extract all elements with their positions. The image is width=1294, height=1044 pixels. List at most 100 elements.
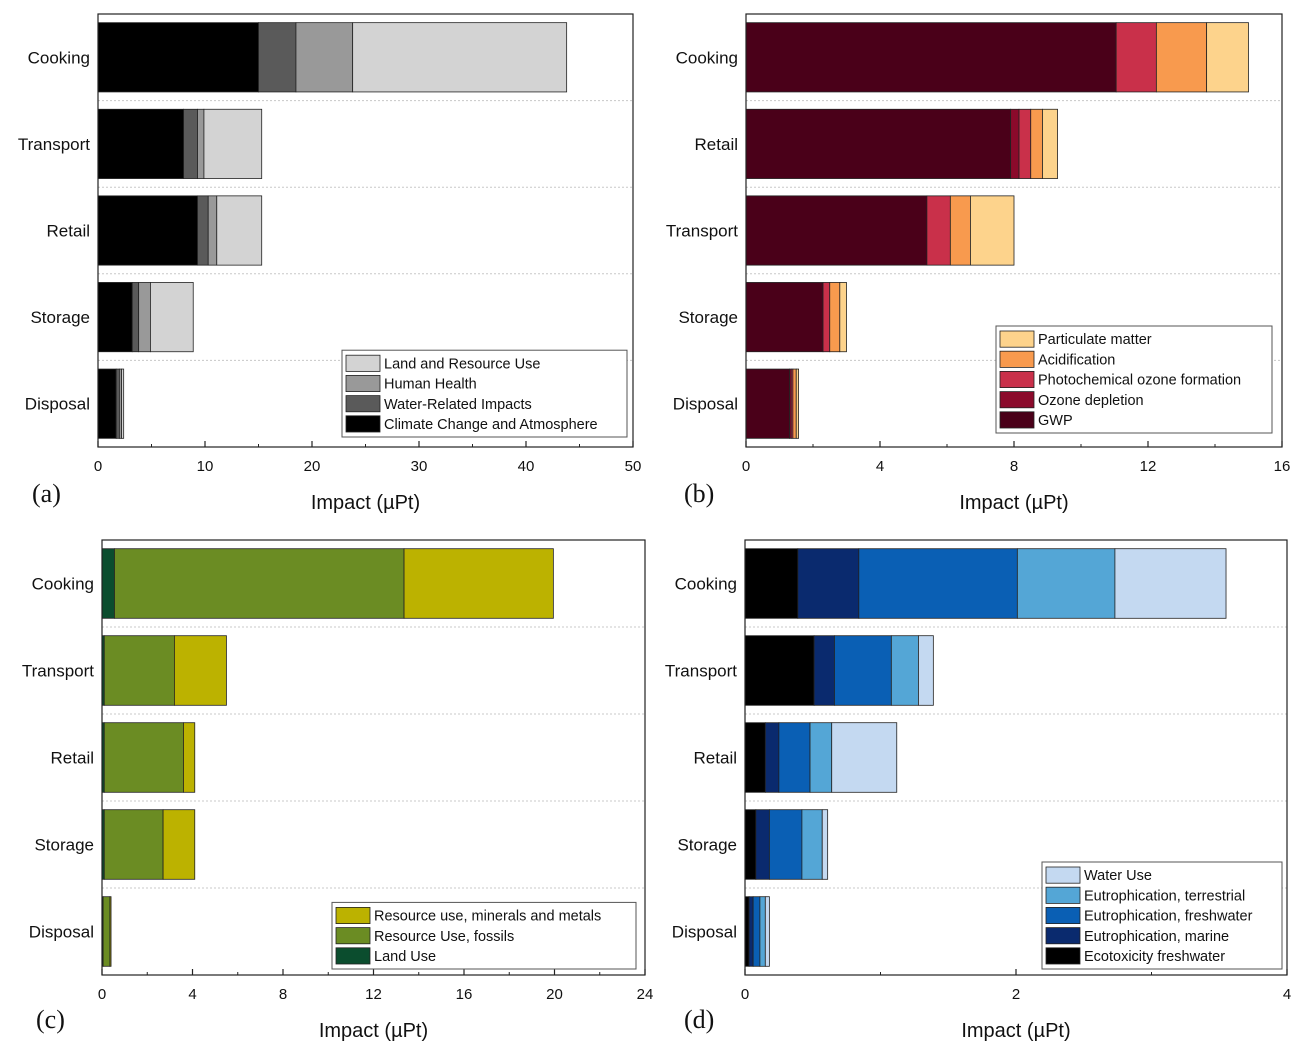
bar-segment-water-use bbox=[918, 635, 934, 706]
bar-segment-eutrophication-marine bbox=[748, 896, 754, 967]
bar-segment-photochemical-ozone-formation bbox=[822, 282, 831, 353]
bar-segment-land-and-resource-use bbox=[121, 368, 125, 439]
legend-entry-label: Resource Use, fossils bbox=[374, 929, 514, 945]
x-tick-label: 0 bbox=[741, 986, 749, 1003]
category-label: Cooking bbox=[675, 575, 737, 594]
bar-segment-gwp bbox=[745, 108, 1012, 179]
bar-segment-water-related-impacts bbox=[115, 368, 120, 439]
bar-segment-ozone-depletion bbox=[1010, 108, 1020, 179]
x-tick-label: 16 bbox=[456, 986, 473, 1003]
bar-segment-resource-use-minerals-and-metals bbox=[403, 548, 554, 619]
legend-box bbox=[331, 901, 637, 970]
bar-segment-water-related-impacts bbox=[197, 195, 209, 266]
legend-entry-label: Particulate matter bbox=[1038, 332, 1152, 348]
legend-swatch bbox=[999, 330, 1035, 348]
bar-segment-land-use bbox=[101, 548, 115, 619]
x-tick-label: 4 bbox=[188, 986, 196, 1003]
x-tick-label: 4 bbox=[1283, 986, 1291, 1003]
bar-segment-particulate-matter bbox=[1206, 22, 1249, 93]
x-tick-label: 4 bbox=[876, 458, 884, 475]
chart-panel-3: Cooking Transport Retail Storage Disposal 0 4 8… bbox=[22, 539, 653, 1042]
legend-entry-label: Eutrophication, terrestrial bbox=[1084, 888, 1245, 904]
x-tick-label: 12 bbox=[1140, 458, 1157, 475]
bar-segment-eutrophication-terrestrial bbox=[809, 722, 833, 793]
bar-segment-climate-change-and-atmosphere bbox=[97, 282, 133, 353]
bar-segment-eutrophication-terrestrial bbox=[890, 635, 919, 706]
legend-swatch bbox=[1045, 907, 1081, 925]
legend-swatch bbox=[999, 370, 1035, 388]
category-label: Transport bbox=[22, 662, 94, 681]
bar-segment-land-and-resource-use bbox=[352, 22, 568, 93]
legend: Water Use Eutrophication, terrestrial Eutr… bbox=[1041, 861, 1283, 970]
x-axis-label: Impact (µPt) bbox=[319, 1020, 428, 1042]
category-label: Retail bbox=[695, 135, 738, 154]
x-tick-label: 0 bbox=[742, 458, 750, 475]
bar-segment-particulate-matter bbox=[795, 368, 799, 439]
x-tick-label: 10 bbox=[197, 458, 214, 475]
bar-segment-eutrophication-freshwater bbox=[768, 809, 803, 880]
legend-swatch bbox=[345, 395, 381, 413]
bar-segment-ecotoxicity-freshwater bbox=[744, 896, 750, 967]
bar-segment-ecotoxicity-freshwater bbox=[744, 809, 757, 880]
bar-segment-human-health bbox=[295, 22, 354, 93]
x-tick-label: 20 bbox=[304, 458, 321, 475]
legend-entry-label: Land Use bbox=[374, 949, 436, 965]
legend: Particulate matter Acidification Photochem… bbox=[995, 325, 1273, 434]
bar-segment-acidification bbox=[829, 282, 841, 353]
legend-entry-label: Climate Change and Atmosphere bbox=[384, 417, 598, 433]
bar-segment-eutrophication-terrestrial bbox=[801, 809, 823, 880]
x-tick-label: 50 bbox=[625, 458, 642, 475]
bar-segment-particulate-matter bbox=[970, 195, 1015, 266]
bar-segment-water-use bbox=[821, 809, 829, 880]
x-tick-label: 0 bbox=[94, 458, 102, 475]
legend-entry-label: Water-Related Impacts bbox=[384, 397, 532, 413]
legend-entry-label: Resource use, minerals and metals bbox=[374, 909, 601, 925]
bar-segment-acidification bbox=[1030, 108, 1043, 179]
category-label: Storage bbox=[30, 308, 90, 327]
legend-entry-label: Human Health bbox=[384, 377, 477, 393]
bar-segment-resource-use-fossils bbox=[114, 548, 405, 619]
category-label: Cooking bbox=[676, 48, 738, 67]
category-label: Transport bbox=[18, 135, 90, 154]
bar-segment-photochemical-ozone-formation bbox=[1115, 22, 1157, 93]
bar-segment-eutrophication-freshwater bbox=[834, 635, 892, 706]
bar-segment-eutrophication-freshwater bbox=[778, 722, 811, 793]
category-label: Retail bbox=[51, 749, 94, 768]
bar-segment-human-health bbox=[138, 282, 151, 353]
bar-segment-resource-use-minerals-and-metals bbox=[109, 896, 112, 967]
category-label: Transport bbox=[665, 662, 737, 681]
bar-segment-eutrophication-terrestrial bbox=[759, 896, 766, 967]
bar-segment-gwp bbox=[745, 282, 824, 353]
legend-swatch bbox=[1045, 866, 1081, 884]
category-label: Storage bbox=[678, 308, 738, 327]
bar-segment-eutrophication-freshwater bbox=[858, 548, 1018, 619]
bar-segment-acidification bbox=[949, 195, 971, 266]
bar-segment-ecotoxicity-freshwater bbox=[744, 722, 766, 793]
legend-swatch bbox=[1045, 947, 1081, 965]
legend-entry-label: Acidification bbox=[1038, 352, 1115, 368]
category-label: Storage bbox=[34, 836, 94, 855]
bar-segment-resource-use-fossils bbox=[103, 635, 175, 706]
legend-swatch bbox=[1045, 927, 1081, 945]
x-tick-label: 8 bbox=[1010, 458, 1018, 475]
x-tick-label: 8 bbox=[279, 986, 287, 1003]
bar-segment-water-related-impacts bbox=[131, 282, 140, 353]
bar-segment-climate-change-and-atmosphere bbox=[97, 368, 117, 439]
legend-swatch bbox=[335, 947, 371, 965]
bar-segment-gwp bbox=[745, 195, 928, 266]
legend-swatch bbox=[345, 374, 381, 392]
legend-swatch bbox=[335, 907, 371, 925]
bar-segment-gwp bbox=[745, 22, 1117, 93]
legend-box bbox=[1041, 861, 1283, 970]
legend-swatch bbox=[1045, 886, 1081, 904]
x-axis-label: Impact (µPt) bbox=[961, 1020, 1070, 1042]
legend-entry-label: Land and Resource Use bbox=[384, 356, 540, 372]
chart-panel-2: Cooking Retail Transport Storage Disposal 0 4 8… bbox=[666, 13, 1290, 514]
legend-entry-label: Eutrophication, marine bbox=[1084, 929, 1229, 945]
category-label: Cooking bbox=[28, 48, 90, 67]
bar-segment-acidification bbox=[1155, 22, 1208, 93]
bar-segment-photochemical-ozone-formation bbox=[1018, 108, 1032, 179]
bar-segment-land-and-resource-use bbox=[150, 282, 194, 353]
x-axis-label: Impact (µPt) bbox=[311, 492, 420, 514]
x-tick-label: 2 bbox=[1012, 986, 1020, 1003]
